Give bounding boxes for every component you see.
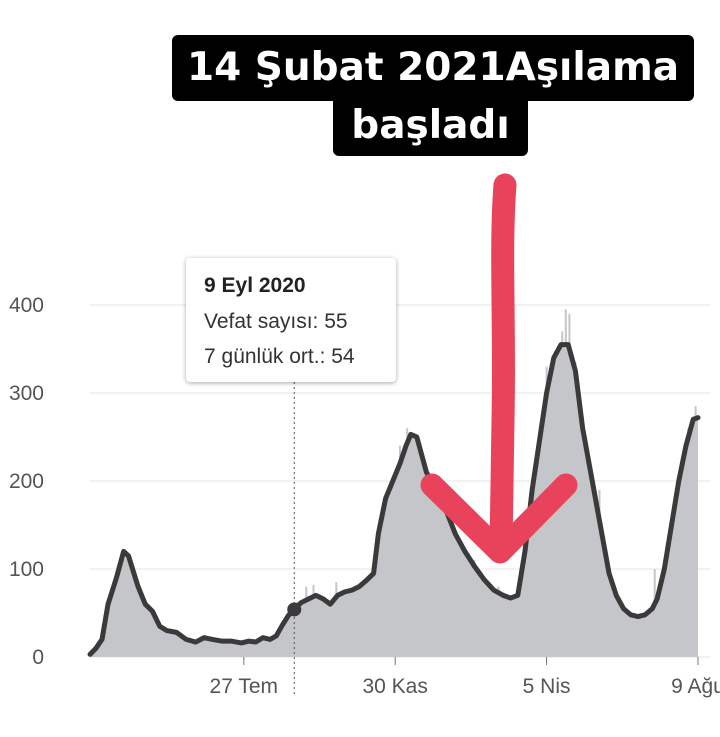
tooltip: 9 Eyl 2020 Vefat sayısı: 55 7 günlük ort…	[186, 258, 396, 382]
tooltip-date: 9 Eyl 2020	[204, 274, 306, 297]
y-axis: 0 100 200 300 400	[9, 294, 44, 669]
highlight-marker	[287, 382, 302, 695]
arrow-head	[420, 473, 578, 564]
arrow-shaft	[489, 173, 517, 560]
x-tick-label: 9 Ağu	[671, 675, 720, 698]
y-tick-label: 100	[9, 558, 44, 581]
tooltip-deaths: Vefat sayısı: 55	[204, 310, 348, 333]
tooltip-avg: 7 günlük ort.: 54	[204, 345, 355, 368]
x-tick-label: 30 Kas	[362, 675, 427, 698]
vaccination-banner-line2: başladı	[333, 96, 528, 156]
y-tick-label: 200	[9, 470, 44, 493]
y-tick-label: 0	[32, 646, 44, 669]
x-axis: 27 Tem 30 Kas 5 Nis 9 Ağu	[210, 657, 720, 698]
red-down-arrow	[420, 173, 578, 564]
y-tick-label: 400	[9, 294, 44, 317]
vaccination-banner-line1: 14 Şubat 2021Aşılama	[172, 35, 694, 101]
avg-line-path	[87, 342, 701, 657]
area-fill-path	[90, 344, 698, 657]
x-tick-label: 27 Tem	[210, 675, 279, 698]
x-tick-label: 5 Nis	[523, 675, 571, 698]
area-fill	[90, 344, 698, 657]
y-tick-label: 300	[9, 382, 44, 405]
highlight-dot	[287, 602, 302, 617]
avg-line	[87, 342, 701, 657]
